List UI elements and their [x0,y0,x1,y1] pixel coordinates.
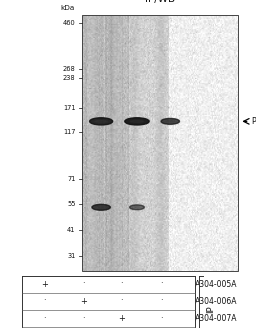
Text: ·: · [160,279,163,289]
Text: 268: 268 [63,66,76,72]
Ellipse shape [130,205,144,210]
Text: +: + [80,297,87,306]
Ellipse shape [90,118,113,125]
Text: 238: 238 [63,75,76,81]
Ellipse shape [125,118,149,125]
Text: 117: 117 [63,129,76,135]
Text: 55: 55 [67,201,76,207]
Text: ·: · [120,297,123,306]
Text: ·: · [160,314,163,323]
Ellipse shape [95,120,108,122]
Text: ·: · [160,297,163,306]
Text: A304-007A: A304-007A [195,314,238,323]
Ellipse shape [161,118,179,124]
Text: ·: · [44,314,46,323]
Text: A304-005A: A304-005A [195,279,238,289]
Text: ·: · [82,279,84,289]
Text: kDa: kDa [60,6,74,11]
Ellipse shape [92,204,110,210]
Ellipse shape [130,120,144,122]
Text: 71: 71 [67,176,76,182]
Text: 41: 41 [67,227,76,233]
Text: ·: · [82,314,84,323]
Text: A304-006A: A304-006A [195,297,238,306]
Ellipse shape [165,120,175,122]
Text: 31: 31 [67,254,76,259]
Bar [82,15,238,271]
Text: 460: 460 [63,20,76,26]
Text: ·: · [44,297,46,306]
Text: 171: 171 [63,105,76,111]
Text: PolD1: PolD1 [251,117,256,126]
Text: IP: IP [206,306,215,314]
Text: +: + [118,314,125,323]
Text: +: + [41,279,48,289]
Text: IP/WB: IP/WB [145,0,175,4]
Text: ·: · [120,279,123,289]
